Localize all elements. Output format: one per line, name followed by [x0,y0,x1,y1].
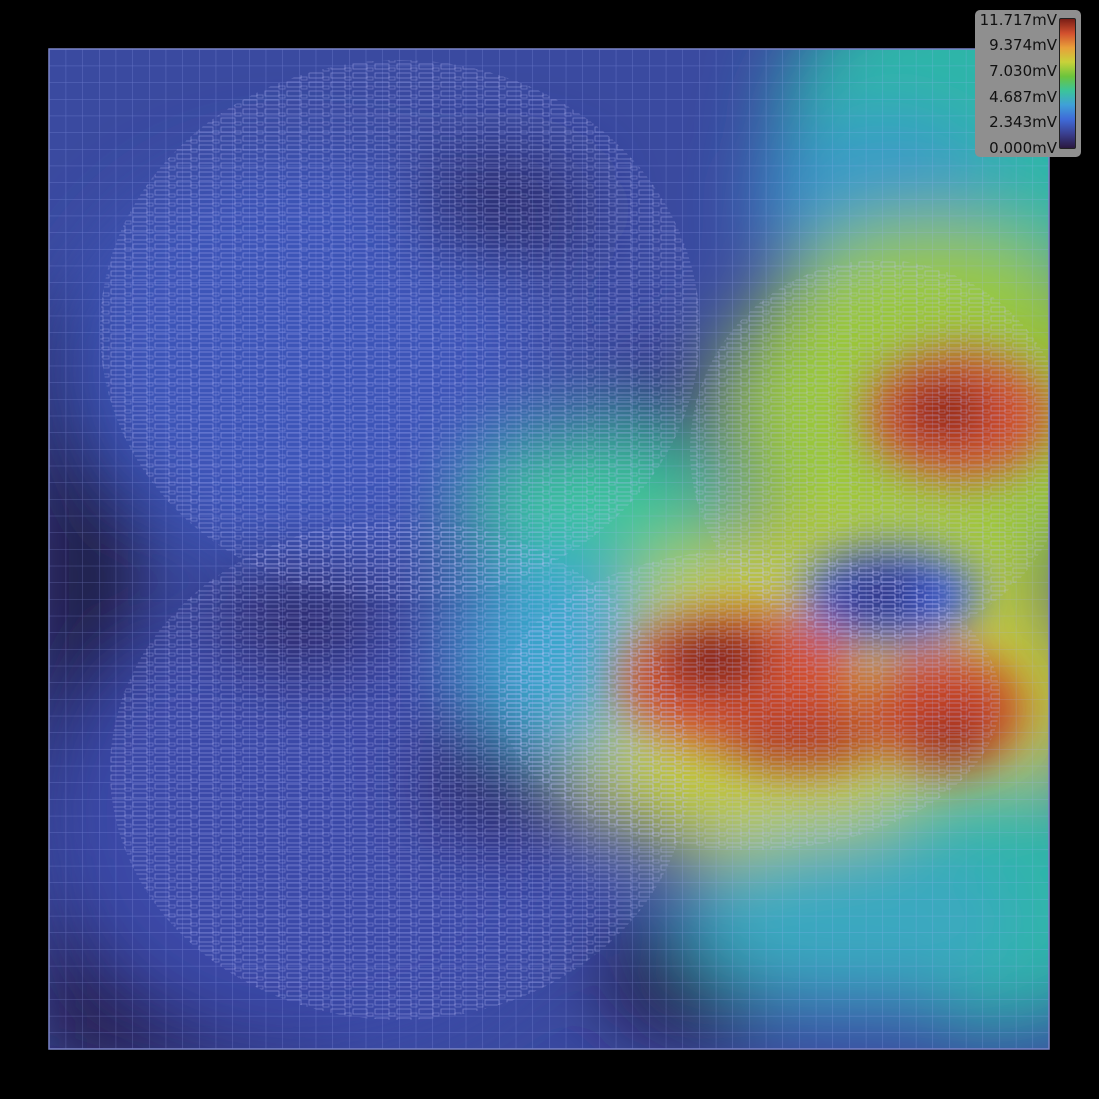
legend-label-5: 2.343mV [989,113,1057,131]
legend-label-min: 0.000mV [989,139,1057,157]
legend-label-max: 11.717mV [979,11,1057,29]
legend-color-bar [1059,18,1076,149]
legend-label-4: 4.687mV [989,88,1057,106]
legend-label-3: 7.030mV [989,62,1057,80]
heatmap-field [49,49,1049,1049]
plot-border [48,48,1050,1050]
color-legend: 11.717mV 9.374mV 7.030mV 4.687mV 2.343mV… [975,10,1081,157]
legend-label-2: 9.374mV [989,36,1057,54]
